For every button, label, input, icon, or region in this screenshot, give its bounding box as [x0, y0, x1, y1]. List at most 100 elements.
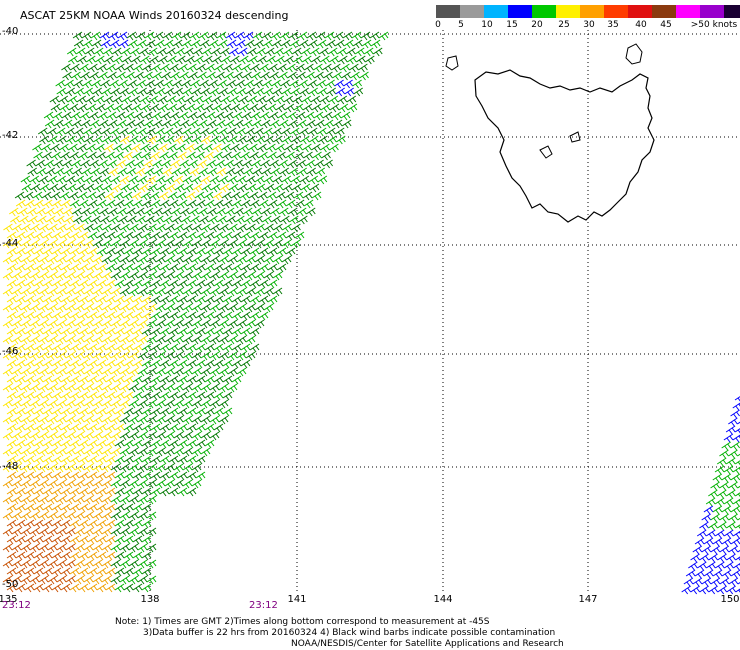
wind-barb — [128, 415, 139, 425]
wind-barb — [177, 231, 188, 241]
wind-barb — [308, 175, 319, 185]
wind-barb — [300, 135, 310, 145]
wind-barb — [135, 31, 146, 41]
wind-barb — [110, 479, 121, 489]
wind-barb — [62, 159, 73, 169]
wind-barb — [69, 231, 80, 241]
wind-barb — [200, 271, 211, 281]
wind-barb — [60, 311, 71, 321]
wind-barb — [236, 319, 247, 329]
wind-barb — [29, 479, 40, 489]
wind-barb — [737, 581, 740, 585]
wind-barb — [86, 103, 97, 113]
wind-barb — [105, 407, 116, 417]
wind-barb — [6, 231, 17, 241]
wind-barb — [167, 55, 177, 65]
wind-barb — [227, 239, 238, 249]
wind-barb — [105, 583, 116, 593]
wind-barb — [72, 167, 83, 177]
wind-barb — [293, 191, 304, 201]
wind-barb — [173, 287, 184, 297]
wind-barb — [170, 119, 181, 129]
wind-barb — [114, 263, 125, 273]
wind-barb — [249, 231, 260, 241]
wind-barb — [125, 119, 136, 129]
wind-barb — [159, 327, 170, 337]
wind-barb — [110, 367, 121, 377]
wind-barb — [60, 327, 71, 337]
scale-swatch — [604, 5, 628, 18]
wind-barb — [123, 231, 134, 241]
wind-barb — [137, 495, 148, 505]
wind-barb — [56, 351, 67, 361]
wind-barb — [123, 535, 134, 545]
wind-barb — [243, 31, 254, 41]
wind-barb — [118, 215, 128, 225]
wind-barb — [38, 351, 49, 361]
wind-barb — [26, 207, 37, 217]
wind-barb — [195, 391, 206, 401]
wind-barb — [200, 431, 211, 441]
wind-barb — [33, 567, 44, 577]
wind-barb — [103, 95, 114, 105]
wind-barb — [264, 183, 275, 193]
wind-barb — [182, 303, 193, 313]
wind-barb — [87, 295, 98, 305]
wind-barb — [218, 271, 229, 281]
wind-barb — [182, 271, 193, 281]
wind-barb — [246, 135, 256, 145]
wind-barb — [176, 55, 186, 65]
wind-barb — [717, 489, 727, 499]
wind-barb — [2, 543, 13, 553]
wind-barb — [38, 447, 49, 457]
wind-barb — [87, 247, 98, 257]
wind-barb — [78, 519, 89, 529]
wind-barb — [164, 255, 175, 265]
wind-barb — [111, 223, 121, 233]
wind-barb — [63, 167, 74, 177]
wind-barb — [105, 535, 116, 545]
wind-barb — [249, 343, 260, 353]
wind-barb — [83, 175, 94, 185]
wind-barb — [92, 527, 103, 537]
wind-barb — [226, 127, 237, 137]
wind-barb — [195, 279, 206, 289]
wind-barb — [15, 311, 26, 321]
wind-barb — [245, 271, 256, 281]
wind-barb — [254, 239, 265, 249]
wind-barb — [96, 359, 107, 369]
wind-barb — [92, 335, 103, 345]
wind-barb — [261, 167, 272, 177]
wind-barb — [174, 47, 185, 57]
wind-barb — [725, 457, 736, 467]
wind-barb — [11, 399, 22, 409]
wind-barb — [141, 455, 152, 465]
wind-barb — [96, 391, 107, 401]
wind-barb — [80, 159, 91, 169]
wind-barb — [242, 159, 253, 169]
wind-barb — [260, 207, 271, 217]
wind-barb — [236, 175, 247, 185]
wind-barb — [24, 535, 35, 545]
wind-barb — [96, 263, 107, 273]
wind-barb — [200, 383, 211, 393]
wind-barb — [11, 463, 22, 473]
wind-barb — [173, 319, 184, 329]
wind-barb — [130, 95, 141, 105]
wind-barb — [227, 335, 238, 345]
wind-barb — [110, 271, 121, 281]
wind-barb — [87, 311, 98, 321]
wind-barb — [200, 255, 211, 265]
wind-barb — [82, 215, 92, 225]
wind-barb — [155, 415, 166, 425]
wind-barb — [102, 183, 113, 193]
wind-barb — [95, 55, 105, 65]
wind-barb — [191, 239, 202, 249]
wind-barb — [141, 279, 152, 289]
wind-barb — [110, 383, 121, 393]
wind-barb — [42, 151, 52, 161]
wind-barb — [240, 199, 251, 209]
wind-barb — [58, 95, 69, 105]
wind-barb — [56, 175, 67, 185]
wind-barb — [232, 111, 243, 121]
